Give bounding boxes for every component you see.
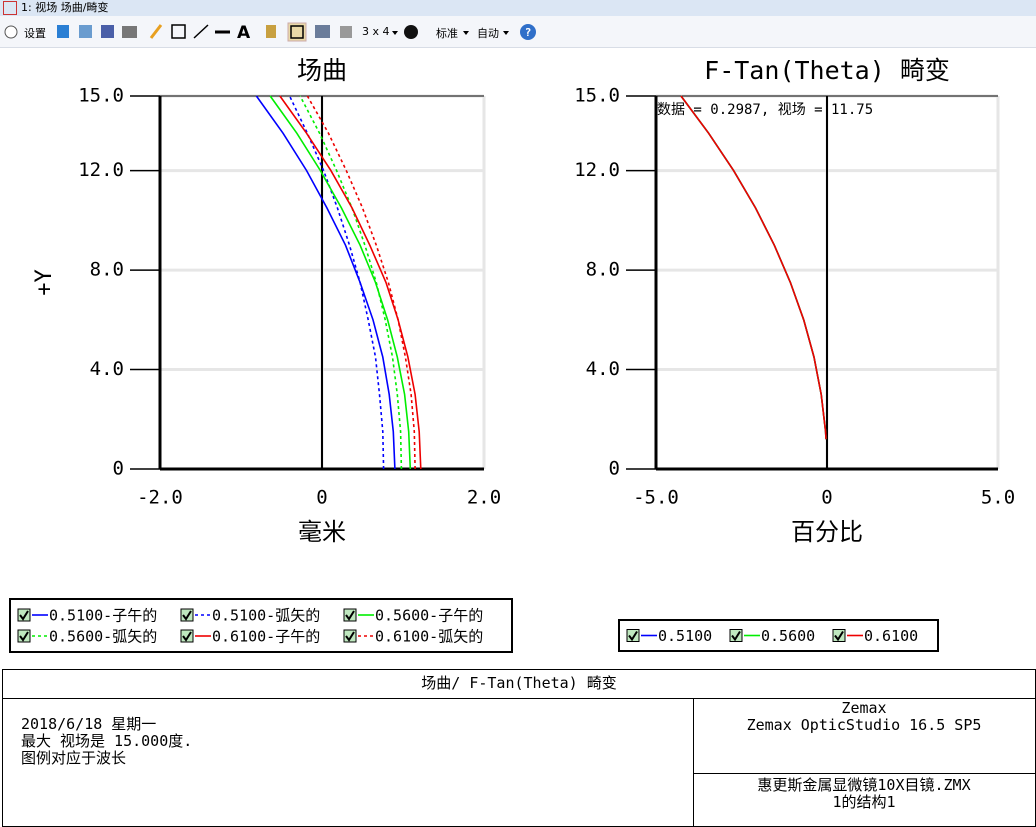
footer-right-line: Zemax OpticStudio 16.5 SP5	[746, 716, 982, 734]
checkbox-tick	[834, 630, 844, 642]
legend-box	[9, 598, 513, 653]
checkbox-tick	[19, 610, 29, 621]
curve	[269, 95, 412, 470]
layout-dropdown[interactable]: 3 x 4	[362, 25, 390, 38]
fit-button[interactable]	[287, 22, 307, 42]
text-button[interactable]: A	[237, 23, 251, 43]
y-tick-label: 4.0	[586, 358, 620, 380]
footer-right-line: Zemax	[841, 699, 887, 717]
checkbox-tick	[345, 610, 355, 621]
divider	[3, 698, 1035, 699]
y-tick-label: 0	[113, 458, 124, 480]
legend-label: 0.6100	[864, 627, 918, 645]
x-tick-label: -2.0	[137, 487, 183, 509]
divider	[693, 698, 694, 826]
checkbox-tick	[731, 630, 741, 642]
chart-title: 场曲	[297, 56, 347, 85]
x-tick-label: 0	[821, 487, 832, 509]
settings-toggle[interactable]	[4, 25, 18, 39]
settings-label[interactable]: 设置	[24, 27, 46, 40]
curve	[255, 95, 396, 470]
toolbar-icons: A ?	[4, 22, 536, 43]
auto-dropdown[interactable]: 自动	[477, 27, 499, 40]
arrow-button[interactable]	[193, 24, 209, 39]
curve	[680, 95, 827, 440]
pencil-button[interactable]	[149, 24, 163, 39]
app-icon	[3, 1, 17, 15]
y-tick-label: 12.0	[574, 159, 620, 181]
y-tick-label: 8.0	[586, 259, 620, 281]
curve	[306, 95, 416, 470]
legend-label: 0.5100	[658, 627, 712, 645]
y-tick-label: 8.0	[90, 259, 124, 281]
y-axis-label: +Y	[32, 269, 57, 296]
title-bar: 1: 视场 场曲/畸变	[0, 0, 1036, 16]
legend-label: 0.5600	[761, 627, 815, 645]
dropdown-arrow	[392, 31, 398, 35]
y-tick-label: 12.0	[78, 159, 124, 181]
footer-right-line: 1的结构1	[832, 793, 896, 811]
lock-button[interactable]	[266, 25, 276, 38]
checkbox-tick	[19, 631, 29, 642]
rect-button[interactable]	[171, 24, 186, 39]
x-tick-label: 5.0	[981, 487, 1015, 509]
chart-title: F-Tan(Theta) 畸变	[704, 56, 950, 85]
help-button[interactable]	[520, 24, 536, 40]
legend-label: 0.5100-子午的	[49, 607, 157, 625]
window-title: 1: 视场 场曲/畸变	[21, 1, 109, 14]
divider	[693, 773, 1035, 774]
dropdown-arrow	[463, 31, 469, 35]
checkbox-tick	[182, 631, 192, 642]
footer-title: 场曲/ F-Tan(Theta) 畸变	[421, 674, 617, 692]
window-button[interactable]	[315, 25, 330, 38]
footer-right-line: 惠更斯金属显微镜10X目镜.ZMX	[757, 776, 971, 794]
legend-label: 0.5100-弧矢的	[212, 607, 320, 625]
y-tick-label: 15.0	[574, 85, 620, 107]
x-tick-label: 0	[316, 487, 327, 509]
x-tick-label: 2.0	[467, 487, 501, 509]
curve	[680, 95, 827, 440]
fit-icon	[290, 25, 304, 39]
copy-button[interactable]	[79, 25, 92, 38]
y-tick-label: 4.0	[90, 358, 124, 380]
legend-label: 0.6100-子午的	[212, 628, 320, 646]
footer-left-line: 最大 视场是 15.000度.	[21, 732, 193, 750]
checkbox-tick	[345, 631, 355, 642]
layers-button[interactable]	[340, 26, 352, 38]
footer-left-line: 2018/6/18 星期一	[21, 715, 157, 733]
clock-button[interactable]	[404, 25, 418, 39]
print-button[interactable]	[122, 26, 137, 38]
toolbar: A ? 设置 3 x 4 标准 自动	[0, 16, 1036, 48]
standard-dropdown[interactable]: 标准	[436, 27, 458, 40]
curve	[680, 95, 827, 440]
footer-left-line: 图例对应于波长	[21, 749, 127, 767]
legend-box	[618, 619, 939, 652]
checkbox-tick	[628, 630, 638, 642]
help-glyph: ?	[525, 26, 532, 39]
x-tick-label: -5.0	[633, 487, 679, 509]
y-tick-label: 0	[609, 458, 620, 480]
dropdown-arrow	[503, 31, 509, 35]
annotation: 数据 = 0.2987, 视场 = 11.75	[657, 102, 873, 118]
y-tick-label: 15.0	[78, 85, 124, 107]
x-axis-label: 百分比	[791, 518, 863, 546]
curve	[279, 95, 422, 470]
legend-label: 0.5600-子午的	[375, 607, 483, 625]
footer-table: 场曲/ F-Tan(Theta) 畸变 2018/6/18 星期一 最大 视场是…	[2, 669, 1036, 827]
checkbox-tick	[182, 610, 192, 621]
curve	[299, 95, 403, 470]
legend-label: 0.5600-弧矢的	[49, 628, 157, 646]
curve	[288, 95, 385, 470]
legend-label: 0.6100-弧矢的	[375, 628, 483, 646]
refresh-button[interactable]	[57, 25, 69, 38]
x-axis-label: 毫米	[298, 518, 346, 546]
save-button[interactable]	[101, 25, 114, 38]
